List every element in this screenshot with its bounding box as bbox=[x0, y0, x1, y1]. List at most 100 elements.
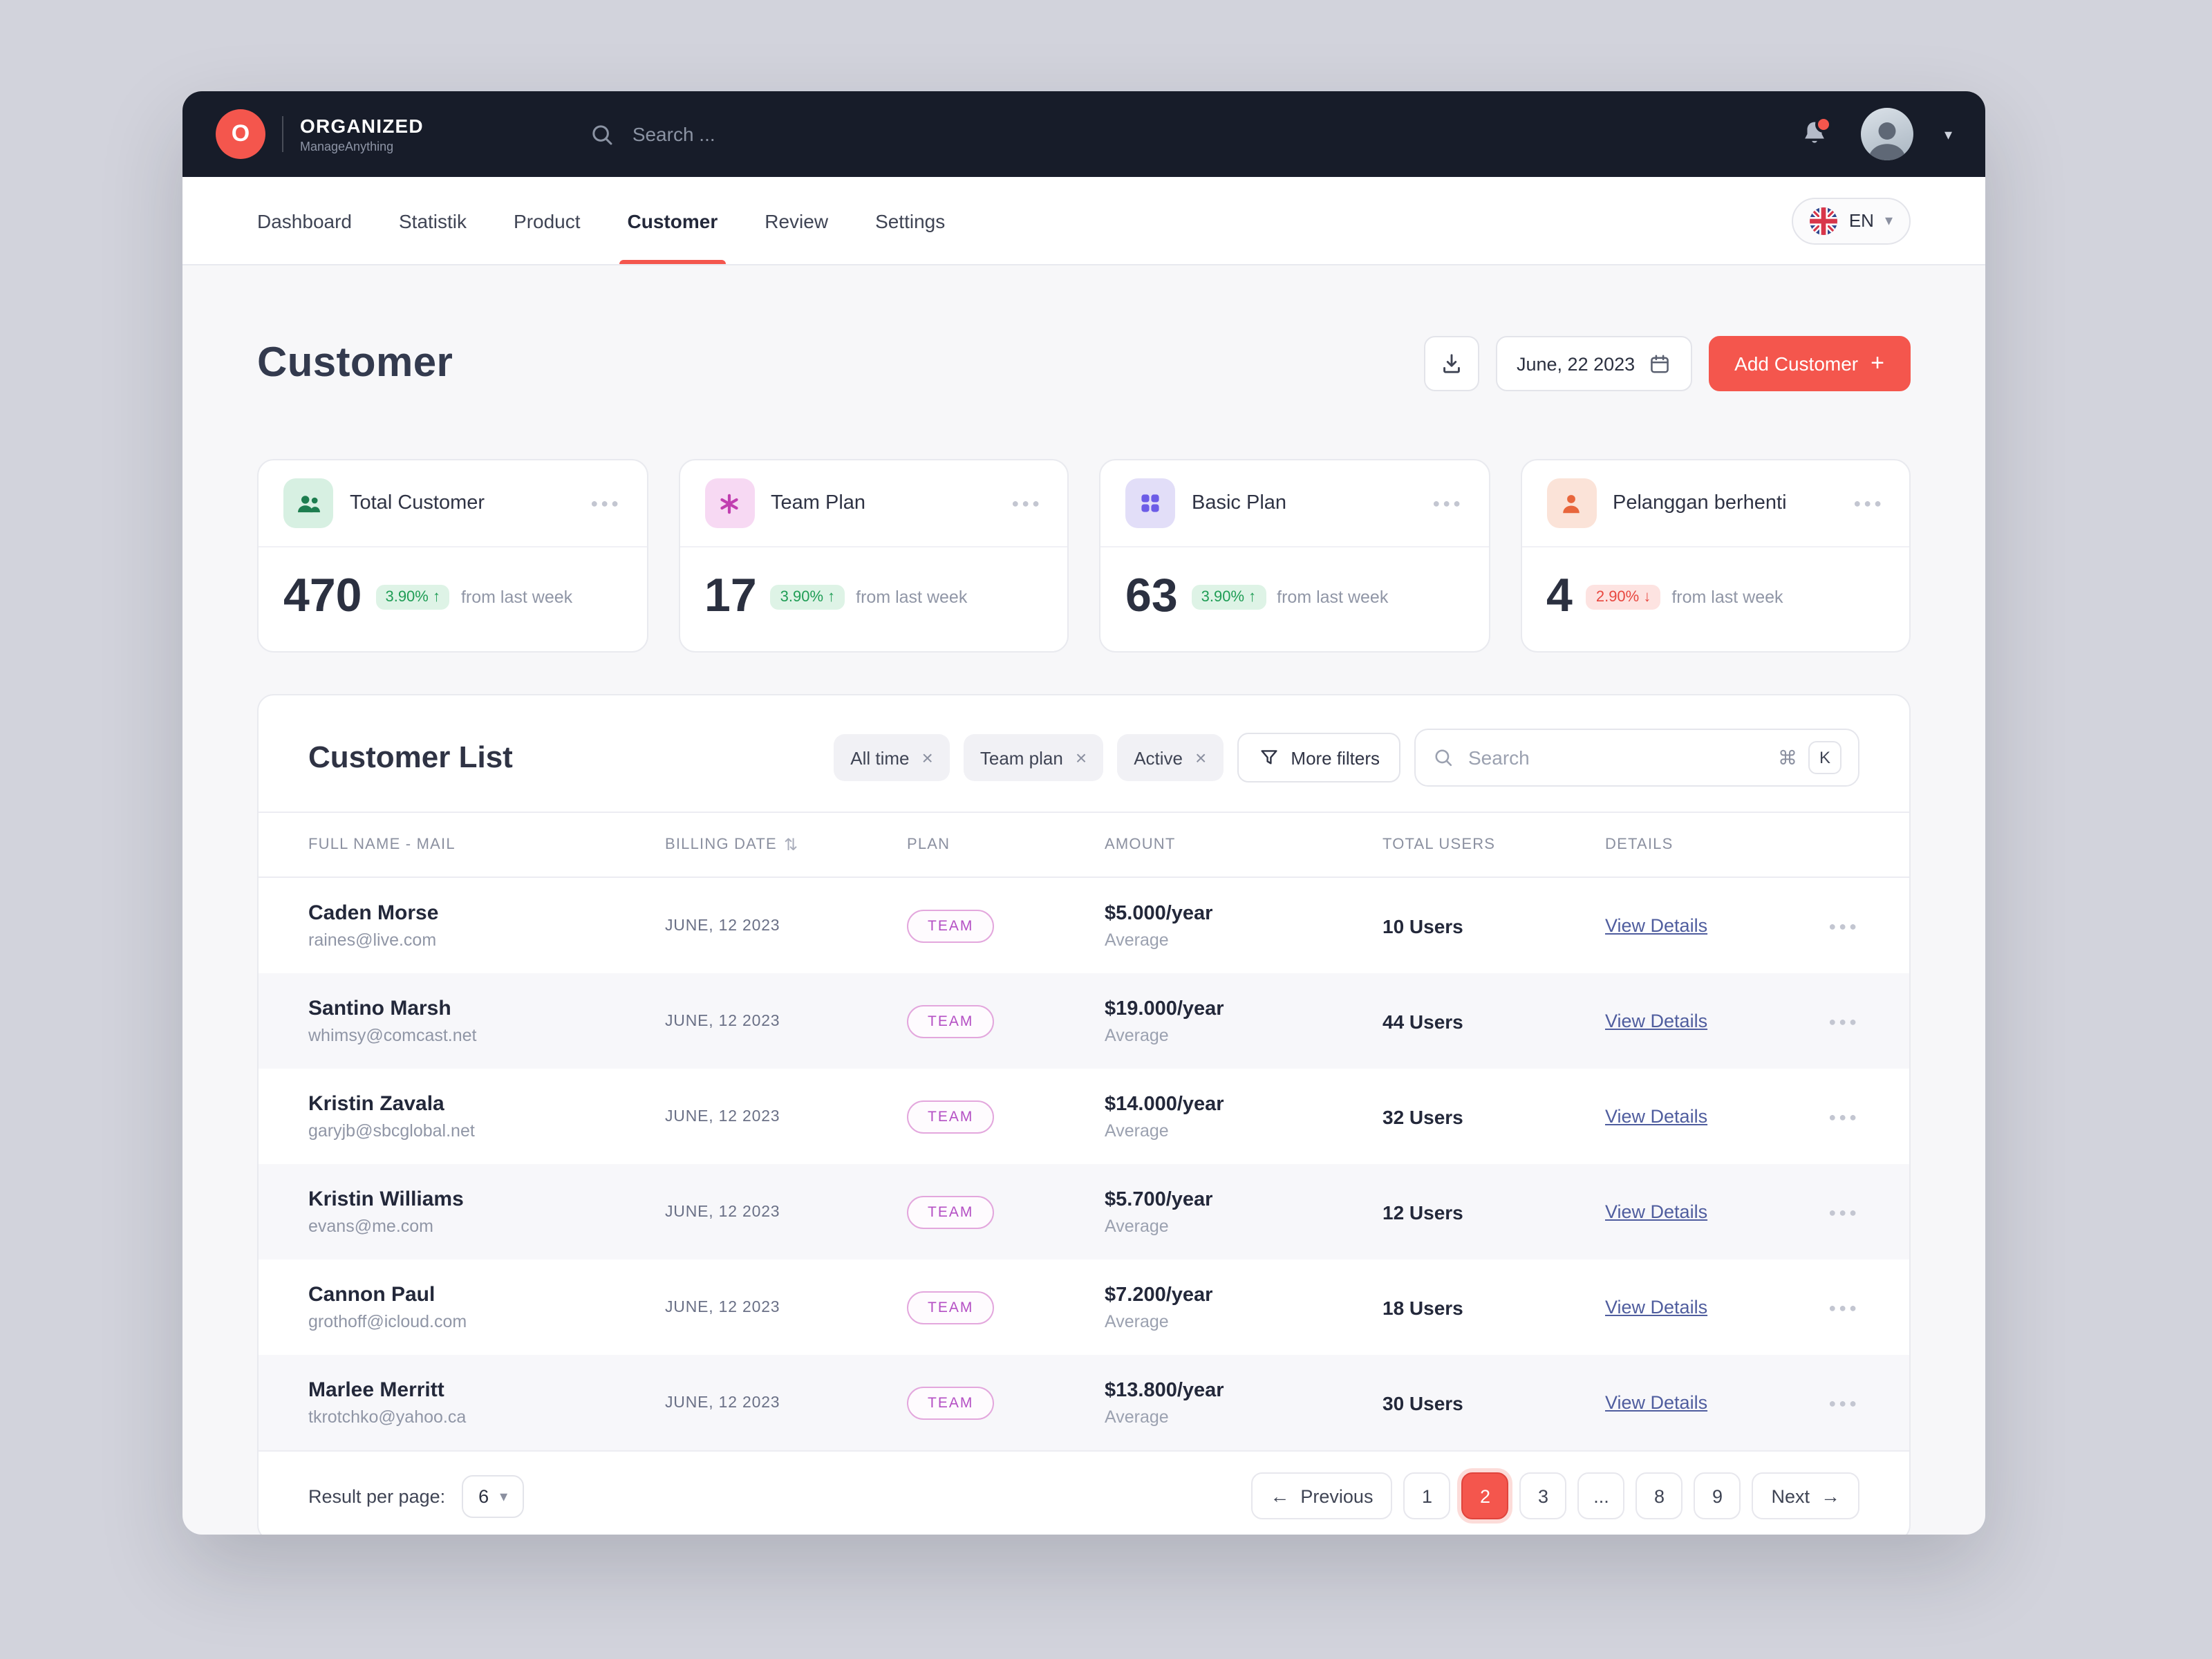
stat-menu-button[interactable]: ●●● bbox=[1853, 496, 1884, 511]
row-menu-button[interactable]: ●●● bbox=[1828, 1014, 1859, 1029]
row-menu-button[interactable]: ●●● bbox=[1828, 919, 1859, 933]
list-search[interactable]: ⌘ K bbox=[1414, 729, 1859, 787]
remove-filter-icon[interactable]: × bbox=[921, 747, 933, 769]
brand-tagline: ManageAnything bbox=[300, 140, 394, 153]
column-header-billing-date[interactable]: BILLING DATE ⇅ bbox=[665, 835, 907, 854]
flower-icon bbox=[704, 478, 754, 529]
add-customer-button[interactable]: Add Customer + bbox=[1708, 336, 1911, 392]
brand-divider bbox=[282, 116, 283, 152]
customer-name: Kristin Williams bbox=[308, 1188, 464, 1212]
global-search[interactable] bbox=[590, 121, 939, 147]
stat-menu-button[interactable]: ●●● bbox=[590, 496, 621, 511]
amount-note: Average bbox=[1105, 1121, 1169, 1141]
customer-email: evans@me.com bbox=[308, 1217, 433, 1237]
plan-badge: TEAM bbox=[907, 1004, 995, 1038]
page-button-2[interactable]: 2 bbox=[1461, 1472, 1509, 1520]
filter-chip-active[interactable]: Active × bbox=[1117, 734, 1224, 782]
stat-note: from last week bbox=[856, 587, 968, 607]
billing-date: JUNE, 12 2023 bbox=[665, 917, 780, 935]
column-header-details: DETAILS bbox=[1605, 836, 1674, 854]
customer-list-header: Customer List All time × Team plan × Act… bbox=[259, 695, 1909, 812]
nav-item-product[interactable]: Product bbox=[514, 209, 581, 232]
stat-cards: Total Customer ●●● 470 3.90% ↑ from last… bbox=[257, 459, 1911, 653]
customer-cell: Marlee Merritt tkrotchko@yahoo.ca bbox=[308, 1378, 665, 1427]
avatar-menu-caret-icon[interactable]: ▾ bbox=[1944, 126, 1952, 143]
filter-chip-team-plan[interactable]: Team plan × bbox=[963, 734, 1104, 782]
table-row[interactable]: Kristin Williams evans@me.com JUNE, 12 2… bbox=[259, 1164, 1909, 1260]
remove-filter-icon[interactable]: × bbox=[1195, 747, 1207, 769]
row-menu-button[interactable]: ●●● bbox=[1828, 1300, 1859, 1315]
amount-cell: $7.200/year Average bbox=[1105, 1284, 1382, 1331]
nav-item-dashboard[interactable]: Dashboard bbox=[257, 209, 352, 232]
arrow-right-icon: → bbox=[1821, 1485, 1840, 1508]
page-button-9[interactable]: 9 bbox=[1694, 1472, 1741, 1520]
view-details-link[interactable]: View Details bbox=[1605, 915, 1708, 936]
stat-menu-button[interactable]: ●●● bbox=[1011, 496, 1042, 511]
list-search-input[interactable] bbox=[1465, 745, 1767, 771]
page-button-8[interactable]: 8 bbox=[1635, 1472, 1683, 1520]
table-row[interactable]: Kristin Zavala garyjb@sbcglobal.net JUNE… bbox=[259, 1069, 1909, 1164]
more-filters-button[interactable]: More filters bbox=[1237, 733, 1400, 783]
amount-note: Average bbox=[1105, 1407, 1169, 1427]
customer-cell: Cannon Paul grothoff@icloud.com bbox=[308, 1283, 665, 1331]
table-row[interactable]: Santino Marsh whimsy@comcast.net JUNE, 1… bbox=[259, 973, 1909, 1069]
view-details-link[interactable]: View Details bbox=[1605, 1391, 1708, 1413]
filter-chip-label: All time bbox=[850, 747, 910, 769]
k-keycap: K bbox=[1808, 741, 1841, 775]
customer-cell: Kristin Williams evans@me.com bbox=[308, 1188, 665, 1236]
stat-menu-button[interactable]: ●●● bbox=[1432, 496, 1463, 511]
billing-date: JUNE, 12 2023 bbox=[665, 1299, 780, 1316]
global-search-input[interactable] bbox=[629, 122, 939, 147]
table-row[interactable]: Cannon Paul grothoff@icloud.com JUNE, 12… bbox=[259, 1259, 1909, 1355]
command-key-icon: ⌘ bbox=[1778, 746, 1797, 769]
amount-cell: $14.000/year Average bbox=[1105, 1093, 1382, 1140]
customer-name: Caden Morse bbox=[308, 901, 439, 926]
table-footer: Result per page: 6 ▾ ← Previous 1 2 3 .. bbox=[259, 1450, 1909, 1535]
sort-icon[interactable]: ⇅ bbox=[783, 835, 799, 855]
stat-note: from last week bbox=[460, 587, 573, 607]
arrow-left-icon: ← bbox=[1270, 1485, 1290, 1508]
brand: O ORGANIZED ManageAnything bbox=[216, 109, 424, 159]
download-button[interactable] bbox=[1424, 336, 1479, 392]
plan-badge: TEAM bbox=[907, 1195, 995, 1229]
filter-chip-all-time[interactable]: All time × bbox=[834, 734, 950, 782]
total-users: 44 Users bbox=[1382, 1010, 1463, 1033]
nav-item-settings[interactable]: Settings bbox=[875, 209, 946, 232]
notifications-button[interactable] bbox=[1801, 116, 1833, 149]
filter-chip-label: Active bbox=[1134, 747, 1183, 769]
page-button-1[interactable]: 1 bbox=[1403, 1472, 1451, 1520]
row-menu-button[interactable]: ●●● bbox=[1828, 1109, 1859, 1124]
row-menu-button[interactable]: ●●● bbox=[1828, 1205, 1859, 1219]
stat-card-body: 470 3.90% ↑ from last week bbox=[259, 547, 646, 651]
view-details-link[interactable]: View Details bbox=[1605, 1010, 1708, 1031]
nav-item-customer[interactable]: Customer bbox=[619, 177, 727, 264]
view-details-link[interactable]: View Details bbox=[1605, 1296, 1708, 1318]
row-menu-button[interactable]: ●●● bbox=[1828, 1396, 1859, 1410]
next-page-button[interactable]: Next → bbox=[1752, 1472, 1859, 1520]
avatar[interactable] bbox=[1861, 108, 1914, 160]
stat-card-body: 63 3.90% ↑ from last week bbox=[1100, 547, 1488, 651]
total-users: 12 Users bbox=[1382, 1201, 1463, 1224]
column-header-plan: PLAN bbox=[907, 836, 950, 854]
table-row[interactable]: Caden Morse raines@live.com JUNE, 12 202… bbox=[259, 878, 1909, 973]
brand-logo[interactable]: O bbox=[216, 109, 265, 159]
page-button-3[interactable]: 3 bbox=[1519, 1472, 1567, 1520]
plan-badge: TEAM bbox=[907, 1386, 995, 1420]
view-details-link[interactable]: View Details bbox=[1605, 1201, 1708, 1222]
per-page-select[interactable]: 6 ▾ bbox=[462, 1474, 525, 1518]
stat-card-churned: Pelanggan berhenti ●●● 4 2.90% ↓ from la… bbox=[1520, 459, 1911, 653]
total-users: 18 Users bbox=[1382, 1296, 1463, 1319]
date-picker-button[interactable]: June, 22 2023 bbox=[1496, 336, 1692, 392]
nav-item-statistik[interactable]: Statistik bbox=[399, 209, 467, 232]
language-selector[interactable]: EN ▾ bbox=[1792, 197, 1911, 244]
table-row[interactable]: Marlee Merritt tkrotchko@yahoo.ca JUNE, … bbox=[259, 1355, 1909, 1451]
view-details-link[interactable]: View Details bbox=[1605, 1105, 1708, 1127]
amount-note: Average bbox=[1105, 1216, 1169, 1236]
customer-email: tkrotchko@yahoo.ca bbox=[308, 1407, 467, 1427]
trend-badge: 3.90% ↑ bbox=[375, 584, 450, 610]
remove-filter-icon[interactable]: × bbox=[1075, 747, 1087, 769]
previous-page-button[interactable]: ← Previous bbox=[1250, 1472, 1393, 1520]
nav-item-review[interactable]: Review bbox=[765, 209, 829, 232]
page-button-ellipsis[interactable]: ... bbox=[1577, 1472, 1625, 1520]
